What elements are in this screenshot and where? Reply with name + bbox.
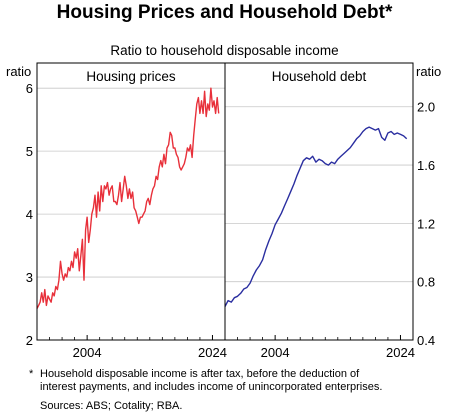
panel-title: Housing prices — [86, 69, 176, 84]
y-axis-label: ratio — [6, 64, 31, 79]
y-tick-label: 0.4 — [417, 333, 435, 348]
y-tick-label: 6 — [26, 81, 33, 96]
series-line — [224, 126, 408, 307]
y-tick-label: 3 — [26, 270, 33, 285]
y-tick-label: 2.0 — [417, 100, 435, 115]
chart-title: Housing Prices and Household Debt* — [56, 2, 393, 23]
x-tick-label: 2024 — [198, 345, 227, 360]
x-tick-label: 2004 — [73, 345, 102, 360]
footnote-mark: * — [29, 368, 34, 380]
y-tick-label: 1.6 — [417, 158, 435, 173]
y-tick-label: 2 — [26, 333, 33, 348]
chart-subtitle: Ratio to household disposable income — [110, 43, 339, 58]
y-axis-label: ratio — [416, 64, 441, 79]
footnote-line: interest payments, and includes income o… — [40, 381, 383, 393]
panel-title: Household debt — [272, 69, 367, 84]
y-tick-label: 1.2 — [417, 216, 435, 231]
footnote: * Household disposable income is after t… — [29, 368, 383, 394]
series-line — [36, 87, 220, 309]
sources-note: Sources: ABS; Cotality; RBA. — [40, 400, 183, 412]
y-tick-label: 0.8 — [417, 275, 435, 290]
y-tick-label: 4 — [26, 207, 33, 222]
x-tick-label: 2004 — [261, 345, 290, 360]
footnote-line: Household disposable income is after tax… — [40, 368, 360, 380]
y-tick-label: 5 — [26, 144, 33, 159]
x-tick-label: 2024 — [386, 345, 415, 360]
